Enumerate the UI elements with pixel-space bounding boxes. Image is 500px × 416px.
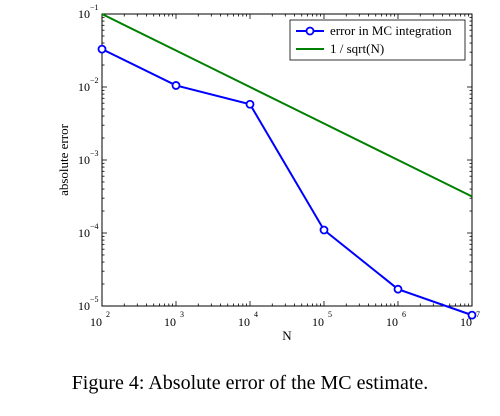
- axis-ticks: [101, 13, 473, 307]
- y-tick-label: 10: [78, 226, 90, 240]
- y-tick-label: 10: [78, 80, 90, 94]
- y-tick-label: 10: [78, 299, 90, 313]
- series-line-1: [101, 13, 473, 198]
- y-tick-exponent: −4: [90, 222, 99, 231]
- legend: error in MC integration 1 / sqrt(N): [289, 19, 466, 61]
- y-tick-exponent: −1: [90, 3, 99, 12]
- figure-caption: Figure 4: Absolute error of the MC estim…: [71, 372, 429, 394]
- x-tick-exponent: 4: [254, 310, 258, 319]
- legend-box: [289, 19, 466, 61]
- y-tick-label: 10: [78, 153, 90, 167]
- legend-label-ref: 1 / sqrt(N): [330, 41, 384, 56]
- data-point: [467, 310, 477, 320]
- x-tick-exponent: 3: [180, 310, 184, 319]
- y-tick-exponent: −2: [90, 76, 99, 85]
- x-tick-exponent: 6: [402, 310, 406, 319]
- series-line-0: [101, 48, 473, 317]
- y-tick-exponent: −5: [90, 295, 99, 304]
- legend-marker-mc: [305, 26, 315, 36]
- x-tick-label: 10: [238, 315, 250, 329]
- x-tick-label: 10: [90, 315, 102, 329]
- x-axis-label: N: [282, 328, 292, 343]
- x-tick-label: 10: [386, 315, 398, 329]
- x-tick-exponent: 5: [328, 310, 332, 319]
- data-point: [171, 81, 181, 90]
- x-tick-exponent: 7: [476, 310, 480, 319]
- legend-label-mc: error in MC integration: [330, 23, 452, 38]
- x-tick-exponent: 2: [106, 310, 110, 319]
- y-tick-label: 10: [78, 7, 90, 21]
- x-tick-label: 10: [164, 315, 176, 329]
- x-tick-label: 10: [312, 315, 324, 329]
- data-point: [319, 225, 329, 235]
- y-axis-label: absolute error: [56, 123, 71, 196]
- x-tick-label: 10: [460, 315, 472, 329]
- data-point: [97, 44, 107, 54]
- data-point: [393, 284, 403, 294]
- series-layer: [97, 13, 477, 320]
- data-point: [245, 99, 255, 109]
- y-tick-exponent: −3: [90, 149, 99, 158]
